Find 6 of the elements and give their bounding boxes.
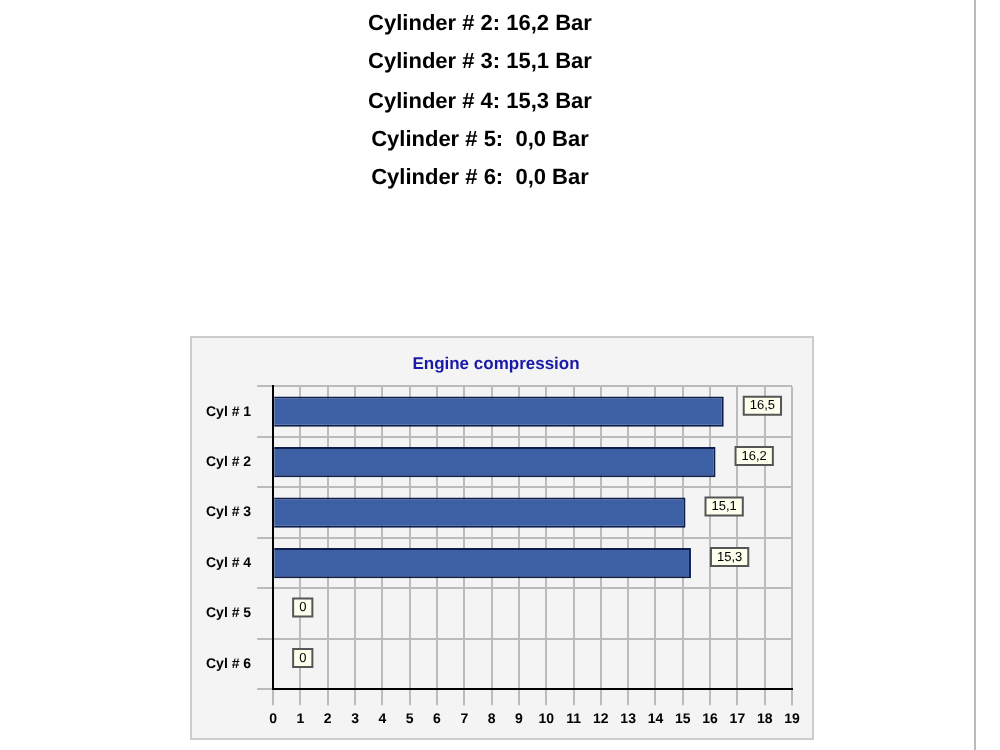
text: Cylinder # 2: 16,2 Bar [366,10,594,40]
text: Cylinder # 4: 15,3 Bar [366,87,594,118]
text: Cylinder # 3: 15,1 Bar [366,48,594,79]
text: Cylinder # 6: 0,0 Bar [369,164,591,195]
text: Cylinder # 5: 0,0 Bar [369,125,591,156]
chart-title: Engine compression [412,352,580,373]
